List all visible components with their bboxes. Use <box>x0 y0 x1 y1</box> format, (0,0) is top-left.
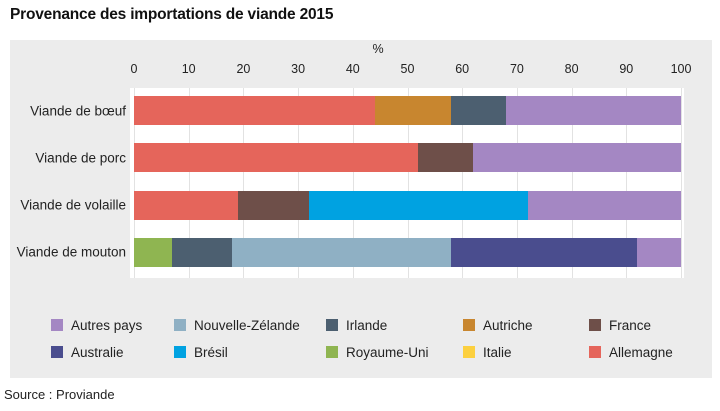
x-tick-90: 90 <box>619 62 634 76</box>
legend-item-italie: Italie <box>463 344 512 360</box>
gridline <box>298 88 300 278</box>
x-tick-10: 10 <box>181 62 196 76</box>
gridline <box>681 88 682 278</box>
x-tick-30: 30 <box>291 62 306 76</box>
gridline <box>407 88 409 278</box>
gridline <box>462 88 464 278</box>
legend-item-nouvelle-zelande: Nouvelle-Zélande <box>174 317 300 333</box>
bar-segment-australie <box>451 237 638 267</box>
legend-item-australie: Australie <box>51 344 124 360</box>
bar-segment-autres-pays <box>473 143 681 173</box>
x-tick-80: 80 <box>564 62 579 76</box>
category-label-viande-de-mouton: Viande de mouton <box>16 244 126 260</box>
gridline <box>571 88 573 278</box>
legend-label-bresil: Brésil <box>194 344 228 360</box>
bar-viande-de-porc <box>134 143 681 173</box>
legend-item-irlande: Irlande <box>326 317 388 333</box>
gridline <box>516 88 518 278</box>
legend-swatch-royaume-uni <box>326 346 338 358</box>
gridline <box>134 88 135 278</box>
gridline <box>243 88 245 278</box>
legend-swatch-france <box>589 319 601 331</box>
legend-item-autres-pays: Autres pays <box>51 317 143 333</box>
category-label-viande-de-b-uf: Viande de bœuf <box>30 103 126 118</box>
bar-segment-autres-pays <box>527 190 681 220</box>
bar-viande-de-volaille <box>134 190 681 220</box>
source-note: Source : Proviande <box>4 387 115 402</box>
legend-item-france: France <box>589 317 652 333</box>
x-tick-20: 20 <box>236 62 251 76</box>
legend-swatch-nouvelle-zelande <box>174 319 186 331</box>
bar-segment-allemagne <box>134 143 419 173</box>
chart-title: Provenance des importations de viande 20… <box>10 6 334 23</box>
bar-segment-france <box>237 190 310 220</box>
chart-panel: % 0 10 20 30 40 50 60 70 80 90 100 Viande de bœuf V… <box>10 40 712 378</box>
bar-viande-de-b-uf <box>134 96 681 125</box>
legend-label-irlande: Irlande <box>346 317 388 333</box>
x-tick-40: 40 <box>345 62 360 76</box>
bar-segment-autres-pays <box>637 237 681 267</box>
bar-segment-allemagne <box>134 96 375 125</box>
bar-segment-allemagne <box>134 190 238 220</box>
bar-segment-france <box>418 143 474 173</box>
bar-segment-autriche <box>374 96 452 125</box>
legend-swatch-bresil <box>174 346 186 358</box>
bar-segment-royaume-uni <box>134 237 173 267</box>
legend-item-bresil: Brésil <box>174 344 228 360</box>
legend-swatch-australie <box>51 346 63 358</box>
bar-segment-autres-pays <box>505 96 681 125</box>
legend-swatch-autriche <box>463 319 475 331</box>
legend-item-allemagne: Allemagne <box>589 344 673 360</box>
bar-segment-irlande <box>451 96 506 125</box>
bar-segment-irlande <box>172 237 233 267</box>
category-label-viande-de-volaille: Viande de volaille <box>20 197 126 213</box>
x-tick-70: 70 <box>509 62 524 76</box>
gridline <box>352 88 354 278</box>
bar-segment-bresil <box>309 190 528 220</box>
bar-viande-de-mouton <box>134 237 681 267</box>
legend-swatch-italie <box>463 346 475 358</box>
legend-label-allemagne: Allemagne <box>609 344 673 360</box>
legend-label-autres-pays: Autres pays <box>71 317 143 333</box>
bar-segment-nouvelle-zelande <box>232 237 452 267</box>
plot-area <box>130 88 684 278</box>
legend-item-royaume-uni: Royaume-Uni <box>326 344 429 360</box>
legend-label-autriche: Autriche <box>483 317 533 333</box>
legend-label-france: France <box>609 317 652 333</box>
x-tick-100: 100 <box>670 62 692 76</box>
gridline <box>626 88 628 278</box>
x-tick-50: 50 <box>400 62 415 76</box>
legend-label-royaume-uni: Royaume-Uni <box>346 344 429 360</box>
legend-swatch-allemagne <box>589 346 601 358</box>
legend-label-nouvelle-zelande: Nouvelle-Zélande <box>194 317 300 333</box>
legend-swatch-irlande <box>326 319 338 331</box>
category-label-viande-de-porc: Viande de porc <box>35 150 126 166</box>
x-tick-60: 60 <box>455 62 470 76</box>
legend-item-autriche: Autriche <box>463 317 533 333</box>
x-tick-0: 0 <box>130 62 138 76</box>
x-axis-unit-label: % <box>372 42 384 56</box>
legend-label-italie: Italie <box>483 344 512 360</box>
legend-swatch-autres-pays <box>51 319 63 331</box>
gridline <box>188 88 190 278</box>
legend-label-australie: Australie <box>71 344 124 360</box>
